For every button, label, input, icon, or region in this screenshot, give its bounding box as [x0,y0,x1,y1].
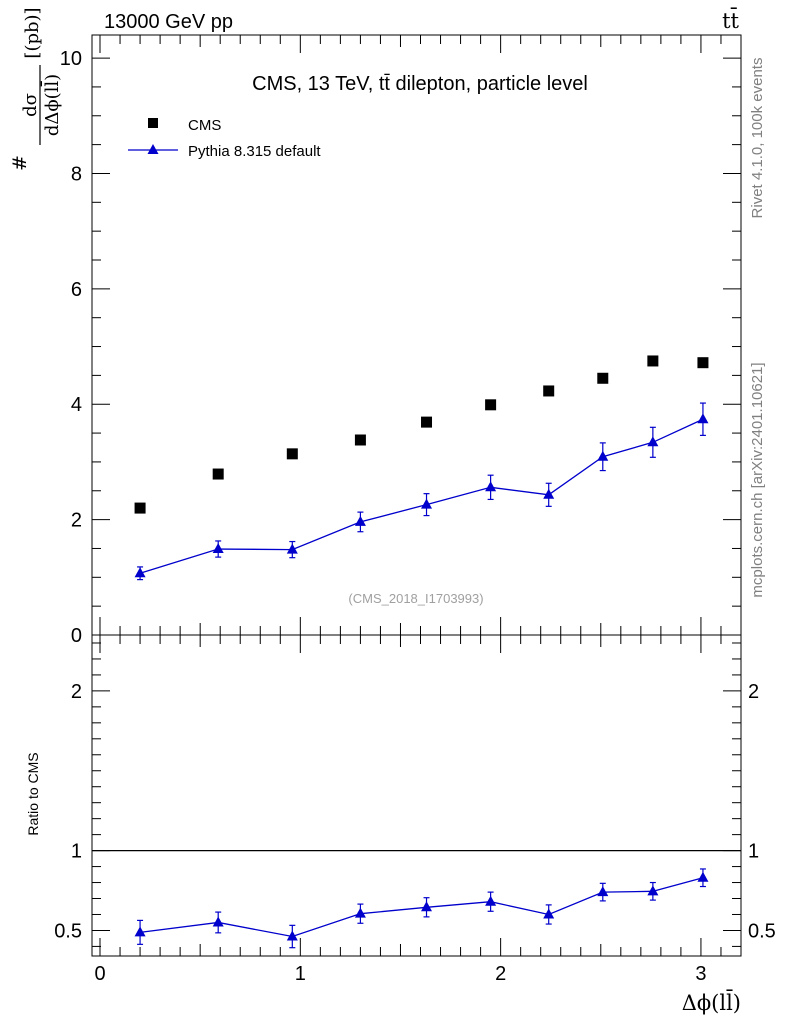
rivet-label: Rivet 4.1.0, 100k events [749,58,766,219]
cms-data-point [212,468,224,480]
main-pythia-point [697,413,709,424]
main-y-tick-label: 0 [71,625,82,647]
ratio-pythia-point [212,916,224,927]
ratio-y-tick-labels: 0.5 1 2 [54,681,82,943]
main-y-tick-label: 6 [71,279,82,301]
main-y-axis-label: # dσ dΔϕ(ll̄) [(pb)] [9,7,63,171]
cms-data-point [134,502,146,514]
ratio-y-tick-labels-right: 0.5 1 2 [748,681,776,943]
main-y-tick-label: 4 [71,394,82,416]
cms-data-point [597,372,609,384]
y-label-hash: # [9,155,31,171]
cms-data-point [354,434,366,446]
main-y-tick-label: 10 [60,48,82,70]
ratio-y-tick-label-right: 2 [748,681,759,703]
main-pythia-point [212,543,224,554]
x-tick-labels: 0 1 2 3 [94,963,706,985]
legend: CMS Pythia 8.315 default [128,117,321,160]
cms-data-point [286,448,298,460]
ratio-pythia-point [597,886,609,897]
analysis-tag: (CMS_2018_I1703993) [348,591,483,606]
cms-data-point [647,355,659,367]
x-tick-label: 0 [94,963,105,985]
ratio-series-group [134,868,709,949]
cms-data-point [421,416,433,428]
main-pythia-point [134,567,146,578]
ratio-y-tick-label-right: 0.5 [748,920,776,942]
ratio-y-tick-label-right: 1 [748,841,759,863]
plot-title: CMS, 13 TeV, tt̄ dilepton, particle leve… [252,73,588,95]
main-pythia-point [647,436,659,447]
legend-pythia-marker [147,144,159,154]
ratio-y-tick-label-left: 0.5 [54,920,82,942]
main-pythia-point [485,481,497,492]
ratio-y-tick-label-left: 2 [71,681,82,703]
ratio-pythia-point [485,895,497,906]
ratio-pythia-point [134,926,146,937]
cms-data-point [485,399,497,411]
process-label: tt̄ [722,7,739,33]
site-label: mcplots.cern.ch [arXiv:2401.10621] [749,362,766,597]
main-axis-ticks [92,35,742,636]
ratio-pythia-point [354,907,366,918]
energy-label: 13000 GeV pp [104,11,233,33]
y-label-denominator: dΔϕ(ll̄) [39,74,63,136]
cms-data-point [697,357,709,369]
main-y-tick-label: 2 [71,510,82,532]
x-axis-label: Δϕ(ll̄) [682,989,741,1015]
cms-data-point [543,385,555,397]
main-series-group [134,355,709,581]
legend-cms-label: CMS [188,117,221,134]
ratio-pythia-point [647,885,659,896]
ratio-y-axis-label: Ratio to CMS [25,752,41,835]
ratio-pythia-point [543,908,555,919]
main-pythia-point [543,488,555,499]
x-tick-label: 1 [295,963,306,985]
ratio-axis-ticks [92,635,742,956]
ratio-pythia-line [139,877,704,938]
x-tick-label: 3 [695,963,706,985]
main-y-tick-labels: 0 2 4 6 8 10 [60,48,82,647]
main-pythia-point [597,450,609,461]
main-pythia-point [286,543,298,554]
ratio-pythia-point [286,930,298,941]
y-label-numerator: dσ [20,93,41,117]
ratio-pythia-point [421,901,433,912]
ratio-y-tick-label-left: 1 [71,841,82,863]
ratio-panel-frame [91,634,742,957]
y-label-unit: [(pb)] [22,7,43,58]
ratio-pythia-point [697,871,709,882]
legend-pythia-label: Pythia 8.315 default [188,143,321,160]
main-y-tick-label: 8 [71,163,82,185]
legend-cms-marker [148,118,158,128]
x-tick-label: 2 [495,963,506,985]
main-pythia-line [139,418,704,574]
main-pythia-point [421,498,433,509]
main-pythia-point [354,515,366,526]
